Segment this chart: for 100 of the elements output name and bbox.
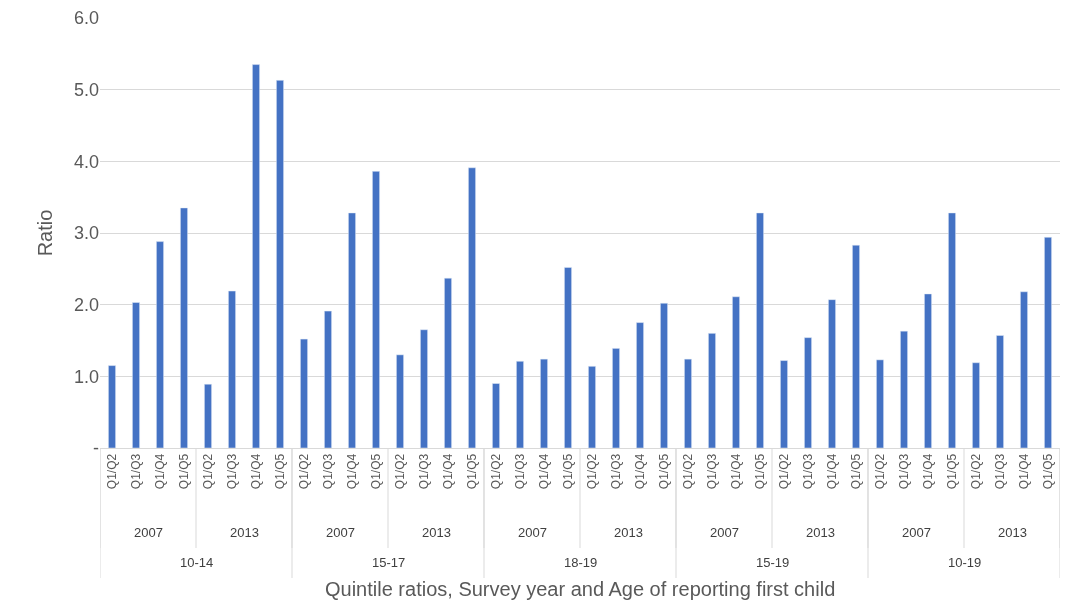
y-tick-label: 5.0 <box>73 79 99 100</box>
x-tick-label: Q1/Q5 <box>464 453 479 490</box>
bar <box>684 358 692 448</box>
bar <box>492 383 500 448</box>
bar <box>1020 291 1028 448</box>
x-tick-label: Q1/Q2 <box>104 453 119 490</box>
x-tick-label: Q1/Q4 <box>632 453 647 490</box>
bar <box>300 338 308 448</box>
y-tick-label: 1.0 <box>73 366 99 387</box>
bar <box>156 241 164 448</box>
x-tick-label: Q1/Q5 <box>656 453 671 490</box>
x-tick-label: Q1/Q4 <box>1016 453 1031 490</box>
bar <box>228 290 236 448</box>
y-tick-label: 3.0 <box>73 223 99 244</box>
x-tick-label: Q1/Q3 <box>800 453 815 490</box>
x-tick-label: Q1/Q5 <box>944 453 959 490</box>
bar <box>924 293 932 448</box>
x-tick-label: Q1/Q2 <box>584 453 599 490</box>
x-tick-label: Q1/Q5 <box>368 453 383 490</box>
bar <box>468 167 476 448</box>
y-tick-label: - <box>93 438 99 459</box>
bar <box>564 267 572 448</box>
x-tick-label: Q1/Q2 <box>968 453 983 490</box>
x-tick-label: Q1/Q5 <box>848 453 863 490</box>
x-tick-label: Q1/Q5 <box>1040 453 1055 490</box>
text: 2013 <box>230 525 259 540</box>
bar <box>252 64 260 448</box>
bar <box>756 212 764 448</box>
text: 2013 <box>422 525 451 540</box>
bar <box>204 383 212 448</box>
text: 2007 <box>326 525 355 540</box>
x-tick-label: Q1/Q3 <box>224 453 239 490</box>
bar <box>732 296 740 448</box>
bar <box>996 335 1004 448</box>
bar <box>1044 237 1052 448</box>
x-tick-label: Q1/Q2 <box>776 453 791 490</box>
y-tick-label: 6.0 <box>73 8 99 29</box>
x-axis-title: Quintile ratios, Survey year and Age of reporting first child <box>325 578 836 600</box>
bar <box>708 333 716 448</box>
bar <box>324 310 332 448</box>
bar <box>132 302 140 448</box>
y-tick-label: 4.0 <box>73 151 99 172</box>
text: 10-19 <box>948 555 982 570</box>
x-tick-label: Q1/Q3 <box>512 453 527 490</box>
text: 2007 <box>518 525 547 540</box>
bar <box>876 359 884 448</box>
text: 2013 <box>806 525 835 540</box>
bar <box>108 365 116 448</box>
bar <box>900 330 908 448</box>
x-tick-label: Q1/Q5 <box>272 453 287 490</box>
x-tick-label: Q1/Q4 <box>344 453 359 490</box>
x-tick-label: Q1/Q4 <box>536 453 551 490</box>
x-tick-label: Q1/Q3 <box>704 453 719 490</box>
bar <box>516 361 524 448</box>
bar <box>612 348 620 448</box>
x-tick-label: Q1/Q5 <box>560 453 575 490</box>
y-tick-label: 2.0 <box>73 294 99 315</box>
x-tick-label: Q1/Q4 <box>152 453 167 490</box>
x-tick-label: Q1/Q4 <box>920 453 935 490</box>
x-tick-label: Q1/Q2 <box>392 453 407 490</box>
bar <box>180 207 188 448</box>
text: 10-14 <box>180 555 214 570</box>
x-tick-label: Q1/Q2 <box>296 453 311 490</box>
x-tick-label: Q1/Q4 <box>248 453 263 490</box>
x-tick-label: Q1/Q2 <box>680 453 695 490</box>
bar <box>540 358 548 448</box>
x-tick-label: Q1/Q3 <box>896 453 911 490</box>
x-tick-label: Q1/Q4 <box>824 453 839 490</box>
bar <box>396 354 404 448</box>
text: 2007 <box>902 525 931 540</box>
bar <box>276 80 284 448</box>
text: 15-19 <box>756 555 790 570</box>
x-tick-label: Q1/Q3 <box>608 453 623 490</box>
x-tick-label: Q1/Q3 <box>416 453 431 490</box>
x-tick-label: Q1/Q5 <box>752 453 767 490</box>
x-tick-label: Q1/Q4 <box>440 453 455 490</box>
bar <box>972 362 980 448</box>
bar <box>828 299 836 448</box>
x-tick-label: Q1/Q2 <box>488 453 503 490</box>
bar <box>852 244 860 448</box>
bar <box>348 212 356 448</box>
text: 2007 <box>134 525 163 540</box>
bar <box>636 322 644 448</box>
bar <box>660 302 668 448</box>
text: 2007 <box>710 525 739 540</box>
x-tick-label: Q1/Q4 <box>728 453 743 490</box>
bar <box>420 329 428 448</box>
text: 2013 <box>998 525 1027 540</box>
bar <box>444 277 452 448</box>
x-tick-label: Q1/Q2 <box>872 453 887 490</box>
x-tick-label: Q1/Q3 <box>128 453 143 490</box>
bar <box>588 366 596 448</box>
bar <box>948 212 956 448</box>
x-tick-label: Q1/Q3 <box>992 453 1007 490</box>
y-axis-title: Ratio <box>34 209 57 257</box>
bar <box>372 171 380 448</box>
bar <box>804 337 812 448</box>
text: 2013 <box>614 525 643 540</box>
bar <box>780 360 788 448</box>
x-tick-label: Q1/Q3 <box>320 453 335 490</box>
